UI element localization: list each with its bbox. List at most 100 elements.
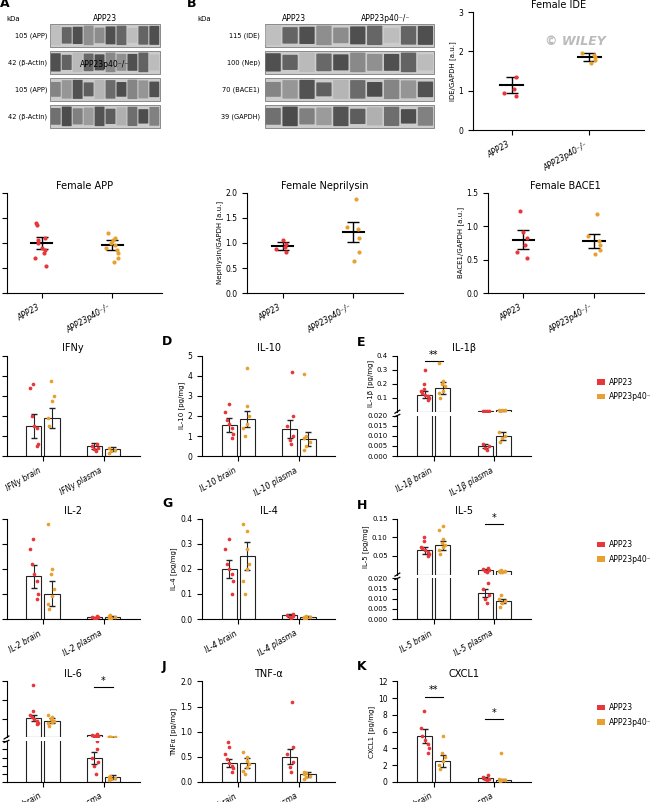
- Bar: [87, 735, 102, 738]
- Point: [46, 605, 57, 618]
- Point: [109, 256, 119, 269]
- Point: [480, 593, 491, 606]
- FancyBboxPatch shape: [317, 54, 332, 71]
- FancyBboxPatch shape: [138, 80, 148, 99]
- FancyBboxPatch shape: [266, 53, 281, 71]
- Point: [439, 380, 450, 393]
- Point: [44, 654, 55, 666]
- Text: K: K: [358, 660, 367, 674]
- Title: Female BACE1: Female BACE1: [530, 180, 601, 191]
- Point: [103, 226, 113, 239]
- Text: J: J: [162, 660, 166, 674]
- Point: [242, 562, 252, 575]
- Bar: [478, 778, 493, 782]
- Point: [422, 287, 433, 300]
- Point: [422, 390, 433, 403]
- Point: [354, 245, 364, 258]
- Point: [43, 517, 53, 530]
- FancyBboxPatch shape: [95, 55, 105, 71]
- Point: [483, 561, 493, 574]
- Point: [497, 404, 507, 417]
- Point: [46, 567, 57, 580]
- Point: [415, 721, 426, 734]
- FancyBboxPatch shape: [300, 80, 315, 99]
- Point: [32, 439, 42, 452]
- Point: [282, 608, 293, 621]
- Point: [40, 232, 51, 245]
- FancyBboxPatch shape: [50, 51, 160, 74]
- Point: [594, 238, 604, 251]
- Text: APP23: APP23: [281, 14, 306, 23]
- Text: APP23: APP23: [93, 14, 117, 23]
- Bar: [44, 721, 60, 738]
- Point: [419, 535, 429, 548]
- Point: [437, 145, 448, 158]
- Point: [32, 716, 43, 729]
- Point: [46, 573, 57, 585]
- Point: [590, 51, 601, 64]
- FancyBboxPatch shape: [51, 26, 60, 45]
- Point: [28, 678, 38, 691]
- Point: [512, 245, 522, 258]
- FancyBboxPatch shape: [127, 107, 137, 126]
- Point: [112, 246, 123, 259]
- FancyBboxPatch shape: [384, 79, 399, 99]
- Point: [434, 544, 444, 557]
- FancyBboxPatch shape: [300, 108, 315, 124]
- Point: [420, 363, 430, 376]
- Point: [46, 395, 57, 407]
- Point: [89, 759, 99, 772]
- Title: IL-1β: IL-1β: [452, 343, 476, 354]
- Text: H: H: [358, 499, 368, 512]
- Point: [242, 525, 252, 537]
- Point: [437, 755, 448, 768]
- Text: E: E: [358, 336, 366, 349]
- FancyBboxPatch shape: [51, 82, 60, 97]
- Point: [482, 565, 492, 578]
- Point: [286, 611, 296, 624]
- Bar: [478, 593, 493, 619]
- Text: kDa: kDa: [197, 15, 211, 22]
- FancyBboxPatch shape: [283, 80, 298, 99]
- Point: [437, 377, 447, 390]
- Point: [89, 443, 99, 456]
- Legend: APP23, APP23p40⁻/⁻: APP23, APP23p40⁻/⁻: [594, 537, 650, 567]
- Point: [227, 759, 237, 772]
- FancyBboxPatch shape: [50, 78, 160, 101]
- Point: [494, 425, 504, 438]
- Point: [495, 601, 505, 614]
- Point: [437, 375, 448, 387]
- Point: [222, 557, 232, 570]
- Point: [595, 243, 605, 256]
- Bar: [44, 418, 60, 456]
- FancyBboxPatch shape: [116, 82, 126, 97]
- Point: [92, 442, 103, 455]
- Bar: [436, 388, 450, 411]
- Point: [238, 422, 248, 435]
- Point: [420, 206, 430, 219]
- Point: [483, 769, 493, 782]
- FancyBboxPatch shape: [350, 26, 365, 44]
- Y-axis label: BACE1/GAPDH [a.u.]: BACE1/GAPDH [a.u.]: [457, 208, 463, 278]
- FancyBboxPatch shape: [105, 109, 116, 124]
- Title: IL-4: IL-4: [260, 506, 278, 516]
- Point: [103, 731, 114, 743]
- Point: [437, 460, 448, 473]
- Point: [92, 743, 103, 756]
- FancyBboxPatch shape: [418, 82, 433, 97]
- Point: [224, 740, 234, 753]
- Point: [422, 226, 433, 239]
- Point: [92, 755, 103, 768]
- FancyBboxPatch shape: [127, 54, 137, 71]
- FancyBboxPatch shape: [84, 83, 94, 96]
- Point: [288, 610, 298, 622]
- Point: [299, 444, 309, 456]
- FancyBboxPatch shape: [116, 26, 126, 45]
- Point: [103, 731, 114, 743]
- Point: [47, 711, 57, 723]
- Point: [415, 540, 426, 553]
- Point: [238, 764, 248, 777]
- Point: [422, 511, 433, 524]
- Point: [32, 422, 42, 435]
- Title: IL-6: IL-6: [64, 670, 82, 679]
